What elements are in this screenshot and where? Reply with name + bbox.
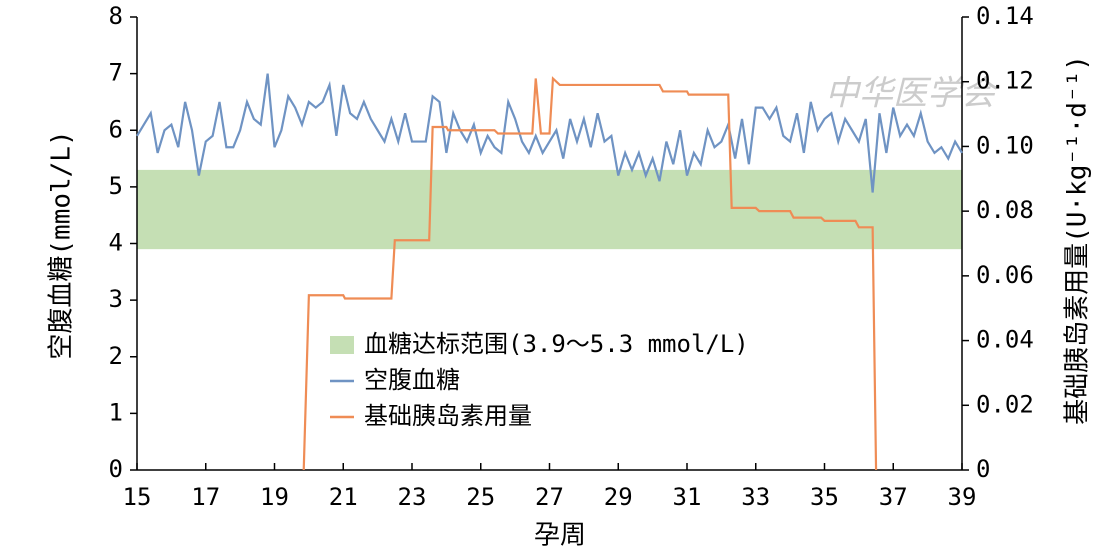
- y-tick-label: 1: [109, 398, 123, 426]
- target-band: [137, 169, 962, 250]
- y-tick-label: 3: [109, 285, 123, 313]
- x-tick-label: 25: [466, 483, 495, 511]
- y-tick-label: 6: [109, 115, 123, 143]
- y2-tick-label: 0.12: [976, 67, 1034, 95]
- x-axis-label: 孕周: [534, 521, 586, 551]
- x-tick-label: 31: [673, 483, 702, 511]
- y2-axis-label: 基础胰岛素用量(U·kg⁻¹·d⁻¹): [1063, 55, 1093, 425]
- y2-tick-label: 0.08: [976, 196, 1034, 224]
- x-tick-label: 29: [604, 483, 633, 511]
- legend-label: 空腹血糖: [364, 366, 460, 394]
- legend-label: 血糖达标范围(3.9～5.3 mmol/L): [364, 330, 749, 358]
- y-tick-label: 8: [109, 2, 123, 30]
- y2-tick-label: 0: [976, 455, 990, 483]
- x-tick-label: 23: [398, 483, 427, 511]
- legend-swatch: [330, 336, 354, 354]
- y-tick-label: 5: [109, 172, 123, 200]
- x-tick-label: 37: [879, 483, 908, 511]
- watermark: 中华医学会: [825, 74, 999, 114]
- x-tick-label: 21: [329, 483, 358, 511]
- x-tick-label: 27: [535, 483, 564, 511]
- y-tick-label: 0: [109, 455, 123, 483]
- y-tick-label: 2: [109, 342, 123, 370]
- x-tick-label: 35: [810, 483, 839, 511]
- x-tick-label: 33: [741, 483, 770, 511]
- series-line: [136, 73, 963, 193]
- y-tick-label: 7: [109, 59, 123, 87]
- y2-tick-label: 0.02: [976, 390, 1034, 418]
- y2-tick-label: 0.04: [976, 326, 1034, 354]
- y2-tick-label: 0.10: [976, 131, 1034, 159]
- y-axis-label: 空腹血糖(mmol/L): [47, 130, 77, 359]
- series-line: [302, 76, 878, 471]
- x-tick-label: 19: [260, 483, 289, 511]
- legend-label: 基础胰岛素用量: [364, 402, 532, 430]
- y2-tick-label: 0.06: [976, 261, 1034, 289]
- y-tick-label: 4: [109, 229, 123, 257]
- x-tick-label: 15: [123, 483, 152, 511]
- x-tick-label: 39: [948, 483, 977, 511]
- x-tick-label: 17: [191, 483, 220, 511]
- y2-tick-label: 0.14: [976, 2, 1034, 30]
